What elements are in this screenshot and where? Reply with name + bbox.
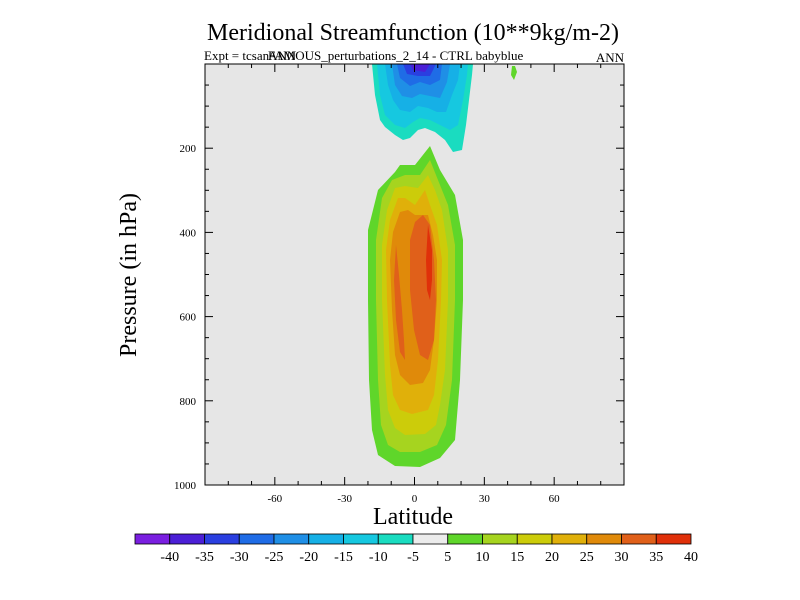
colorbar: -40 -35 -30 -25 -20 -15 -10 -5 5 10 15 20 25 30 35 40 xyxy=(134,533,698,565)
colorbar-label: 15 xyxy=(510,550,524,565)
colorbar-label: 35 xyxy=(649,550,663,565)
colorbar-box xyxy=(516,533,553,545)
y-axis-label: Pressure (in hPa) xyxy=(116,193,142,357)
y-tick-label: 200 xyxy=(180,143,197,155)
colorbar-box xyxy=(447,533,483,545)
colorbar-label: -10 xyxy=(369,550,388,565)
colorbar-box xyxy=(377,533,414,545)
colorbar-label: -5 xyxy=(407,550,419,565)
colorbar-label: -30 xyxy=(230,550,249,565)
colorbar-box xyxy=(655,533,692,545)
colorbar-box xyxy=(412,533,449,545)
colorbar-label: -35 xyxy=(195,550,214,565)
x-tick-label: -60 xyxy=(267,493,282,505)
colorbar-box xyxy=(482,533,518,545)
colorbar-box xyxy=(621,533,657,545)
x-axis: -60 -30 0 30 60 xyxy=(204,64,625,505)
colorbar-label: 40 xyxy=(684,550,698,565)
contour-small-positive-spot xyxy=(511,66,517,80)
colorbar-box xyxy=(586,533,622,545)
x-axis-label: Latitude xyxy=(373,504,453,530)
contour-pos-35 xyxy=(426,225,432,300)
colorbar-box xyxy=(343,533,379,545)
chart-subtitle-experiment: FAMOUS_perturbations_2_14 - CTRL babyblu… xyxy=(268,48,524,63)
colorbar-label: -40 xyxy=(160,550,179,565)
colorbar-label: 30 xyxy=(615,550,629,565)
colorbar-box xyxy=(169,533,205,545)
colorbar-box xyxy=(204,533,240,545)
colorbar-box xyxy=(134,533,171,545)
x-tick-label: 60 xyxy=(549,493,561,505)
colorbar-box xyxy=(308,533,344,545)
x-tick-label: -30 xyxy=(337,493,352,505)
colorbar-label: 10 xyxy=(476,550,490,565)
colorbar-label: -15 xyxy=(334,550,353,565)
x-tick-label: 30 xyxy=(479,493,491,505)
chart-subtitle-ann-overlap: ANN xyxy=(268,48,297,63)
contour-pos-30-west xyxy=(394,245,405,360)
colorbar-label: 5 xyxy=(444,550,451,565)
chart-subtitle-expt: Expt = tcsan xyxy=(204,48,270,63)
colorbar-label: -20 xyxy=(299,550,318,565)
x-tick-label: 0 xyxy=(412,493,418,505)
y-tick-label: 800 xyxy=(180,396,197,408)
y-tick-label: 600 xyxy=(180,312,197,324)
y-tick-label: 1000 xyxy=(174,480,197,492)
colorbar-label: 20 xyxy=(545,550,559,565)
colorbar-label: 25 xyxy=(580,550,594,565)
colorbar-box xyxy=(551,533,588,545)
colorbar-box xyxy=(238,533,275,545)
contour-fill-layer xyxy=(368,64,517,467)
chart-title: Meridional Streamfunction (10**9kg/m-2) xyxy=(207,20,619,46)
chart-subtitle-season: ANN xyxy=(596,50,625,65)
colorbar-label: -25 xyxy=(265,550,284,565)
colorbar-box xyxy=(273,533,310,545)
y-axis: 200 400 600 800 1000 xyxy=(174,63,624,492)
y-tick-label: 400 xyxy=(180,227,197,239)
